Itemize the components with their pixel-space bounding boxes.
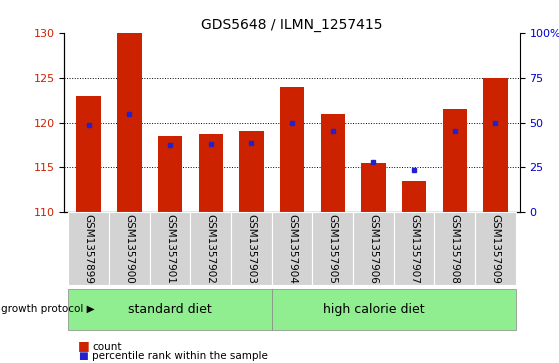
- Title: GDS5648 / ILMN_1257415: GDS5648 / ILMN_1257415: [201, 18, 383, 32]
- Bar: [272, 212, 312, 285]
- Text: GSM1357901: GSM1357901: [165, 214, 175, 284]
- Bar: [198, 134, 223, 212]
- Text: high calorie diet: high calorie diet: [323, 303, 424, 316]
- Text: GSM1357909: GSM1357909: [490, 214, 500, 284]
- Bar: [484, 78, 508, 212]
- Text: standard diet: standard diet: [128, 303, 212, 316]
- Bar: [353, 212, 394, 285]
- Bar: [443, 109, 467, 212]
- Bar: [109, 212, 150, 285]
- Bar: [191, 212, 231, 285]
- Bar: [475, 212, 516, 285]
- Text: percentile rank within the sample: percentile rank within the sample: [92, 351, 268, 361]
- Bar: [402, 181, 427, 212]
- Text: ■: ■: [78, 339, 90, 352]
- Bar: [320, 114, 345, 212]
- Text: GSM1357903: GSM1357903: [247, 214, 257, 284]
- Text: GSM1357907: GSM1357907: [409, 214, 419, 284]
- Bar: [117, 33, 141, 212]
- Text: count: count: [92, 342, 122, 352]
- Text: GSM1357900: GSM1357900: [124, 214, 134, 284]
- Bar: [68, 289, 272, 330]
- Text: GSM1357905: GSM1357905: [328, 214, 338, 284]
- Bar: [434, 212, 475, 285]
- Bar: [239, 131, 264, 212]
- Bar: [150, 212, 191, 285]
- Bar: [77, 95, 101, 212]
- Text: GSM1357906: GSM1357906: [368, 214, 378, 284]
- Bar: [394, 212, 434, 285]
- Bar: [68, 212, 109, 285]
- Bar: [280, 86, 304, 212]
- Bar: [158, 136, 182, 212]
- Bar: [361, 163, 386, 212]
- Text: ■: ■: [78, 351, 88, 361]
- Bar: [272, 289, 516, 330]
- Bar: [312, 212, 353, 285]
- Text: GSM1357899: GSM1357899: [84, 214, 94, 284]
- Text: GSM1357902: GSM1357902: [206, 214, 216, 284]
- Bar: [231, 212, 272, 285]
- Text: growth protocol ▶: growth protocol ▶: [1, 305, 94, 314]
- Text: GSM1357904: GSM1357904: [287, 214, 297, 284]
- Text: GSM1357908: GSM1357908: [450, 214, 460, 284]
